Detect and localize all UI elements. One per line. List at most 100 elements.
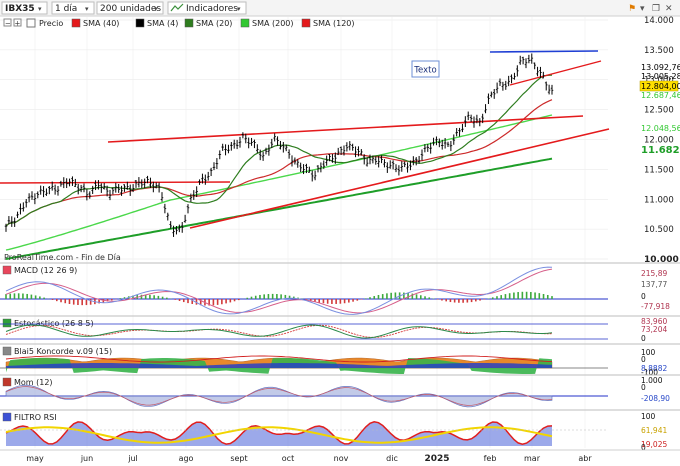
support-trendline[interactable] xyxy=(189,128,610,229)
time-tick-label: ago xyxy=(179,454,194,463)
chevron-down-icon: ▾ xyxy=(237,5,241,13)
sma-40-line xyxy=(5,99,553,227)
panel-axis-label: 0 xyxy=(641,292,646,301)
close-icon[interactable]: ✕ xyxy=(665,4,673,14)
units-text: 200 unidades xyxy=(100,4,161,14)
indicators-button[interactable]: Indicadores ▾ xyxy=(167,1,247,15)
legend-label: SMA (40) xyxy=(83,19,119,28)
time-tick-label: abr xyxy=(578,454,592,463)
price-tick-label: 12.500 xyxy=(644,106,674,116)
legend-swatch xyxy=(71,18,81,28)
time-tick-label: mar xyxy=(524,454,541,463)
panel-axis-label: 137,77 xyxy=(641,280,667,289)
units-selector[interactable]: 200 unidades ▾ xyxy=(96,1,164,15)
indicator-panel[interactable]: MACD (12 26 9) 215,89 137,77 0-77,918 xyxy=(0,262,680,315)
text-annotation[interactable]: Texto xyxy=(411,60,440,78)
sma-200-line xyxy=(5,157,553,260)
legend-swatch xyxy=(301,18,311,28)
legend-label: SMA (120) xyxy=(313,19,355,28)
panel-title: Mom (12) xyxy=(14,378,53,387)
price-bars xyxy=(4,53,554,237)
panel-axis-label: 0 xyxy=(641,383,646,392)
time-tick-label: nov xyxy=(334,454,349,463)
horizontal-trendline[interactable] xyxy=(0,181,231,184)
price-badge-label: 13.092,76 xyxy=(641,63,680,72)
timeframe-selector[interactable]: 1 día ▾ xyxy=(51,1,95,15)
panel-axis-label: 1.000 xyxy=(641,376,663,385)
time-tick-label: jul xyxy=(127,454,138,463)
add-indicator-icon[interactable]: + xyxy=(15,20,21,28)
panel-title: Estocástico (26 8 5) xyxy=(14,319,94,328)
panel-axis-label: 100 xyxy=(641,412,656,421)
time-tick-label: sept xyxy=(230,454,247,463)
time-tick-label: oct xyxy=(282,454,294,463)
panel-axis-label: 0 xyxy=(641,443,646,452)
price-tick-label: 10.500 xyxy=(644,225,674,235)
legend-label: SMA (4) xyxy=(147,19,178,28)
price-badge-label: 13.005,28 xyxy=(641,72,680,81)
price-tick-label: 13.500 xyxy=(644,46,674,56)
trendlines[interactable] xyxy=(0,50,610,229)
watermark: ProRealTime.com - Fin de Día xyxy=(4,253,121,262)
legend-label: SMA (20) xyxy=(196,19,232,28)
price-badge-label: 11.682,3 xyxy=(641,145,680,156)
price-tick-label: 12.000 xyxy=(644,136,674,146)
menu-icon[interactable]: ▾ xyxy=(640,4,645,14)
symbol-text: IBX35 xyxy=(5,4,35,14)
legend-swatch xyxy=(184,18,194,28)
moving-averages xyxy=(5,74,553,260)
panel-axis-label: 215,89 xyxy=(641,269,667,278)
time-tick-label: may xyxy=(26,454,44,463)
panel-axis-label: 0 xyxy=(641,355,646,364)
time-tick-label: jun xyxy=(80,454,93,463)
symbol-selector[interactable]: IBX35 ▾ xyxy=(1,1,48,15)
price-tick-label: 10.000 xyxy=(644,255,679,265)
panel-title: MACD (12 26 9) xyxy=(14,266,77,275)
price-badge-label: 12.048,56 xyxy=(641,124,680,133)
panel-axis-label: 100 xyxy=(641,348,656,357)
panel-axis-label: 83,960 xyxy=(641,317,667,326)
time-tick-label: feb xyxy=(484,454,497,463)
panel-axis-label: 0 xyxy=(641,334,646,343)
chevron-down-icon: ▾ xyxy=(85,5,89,13)
time-tick-label: dic xyxy=(386,454,398,463)
chevron-down-icon: ▾ xyxy=(38,5,42,13)
price-badge-label: 12.804,00 xyxy=(641,82,680,91)
panel-title: Blai5 Koncorde v.09 (15) xyxy=(14,347,112,356)
price-axis: 14.000 13.500 13.000 12.500 12.000 11.500 11.0… xyxy=(644,16,679,265)
time-tick-label: 2025 xyxy=(424,454,449,464)
panel-title: FILTRO RSI xyxy=(14,413,57,422)
bell-icon[interactable]: ⚑ xyxy=(628,4,636,14)
legend-price-label: Precio xyxy=(39,19,63,28)
window-controls[interactable]: ⚑ ▾ ❐ ✕ xyxy=(628,4,673,14)
price-tick-label: 11.500 xyxy=(644,165,674,175)
collapse-icon[interactable]: − xyxy=(5,20,11,28)
resistance-trendline[interactable] xyxy=(107,115,584,143)
panel-axis-label: -208,90 xyxy=(641,394,670,403)
price-tick-label: 14.000 xyxy=(644,16,674,26)
legend-swatch xyxy=(135,18,145,28)
restore-icon[interactable]: ❐ xyxy=(652,4,660,14)
top-horizontal-line[interactable] xyxy=(489,50,599,53)
panel-axis-label: 19,025 xyxy=(641,440,667,449)
timeframe-text: 1 día xyxy=(55,4,77,14)
price-tick-label: 11.000 xyxy=(644,195,674,205)
panel-axis-label: 61,941 xyxy=(641,426,667,435)
indicators-icon xyxy=(170,3,184,12)
chevron-down-icon: ▾ xyxy=(154,5,158,13)
indicator-panels: MACD (12 26 9) 215,89137,770-77,918Estocá… xyxy=(0,262,680,452)
panel-axis-label: -100 xyxy=(641,368,658,377)
sma-120-line xyxy=(5,114,553,251)
time-axis: may jun jul ago sept oct nov dic 2025 feb mar abr xyxy=(26,454,592,464)
panel-axis-label: 8,8882 xyxy=(641,364,667,373)
channel-trendline[interactable] xyxy=(509,60,602,86)
sma-20-line xyxy=(5,74,553,227)
price-badge-label: 12.687,46 xyxy=(641,91,680,100)
legend-swatch xyxy=(240,18,250,28)
